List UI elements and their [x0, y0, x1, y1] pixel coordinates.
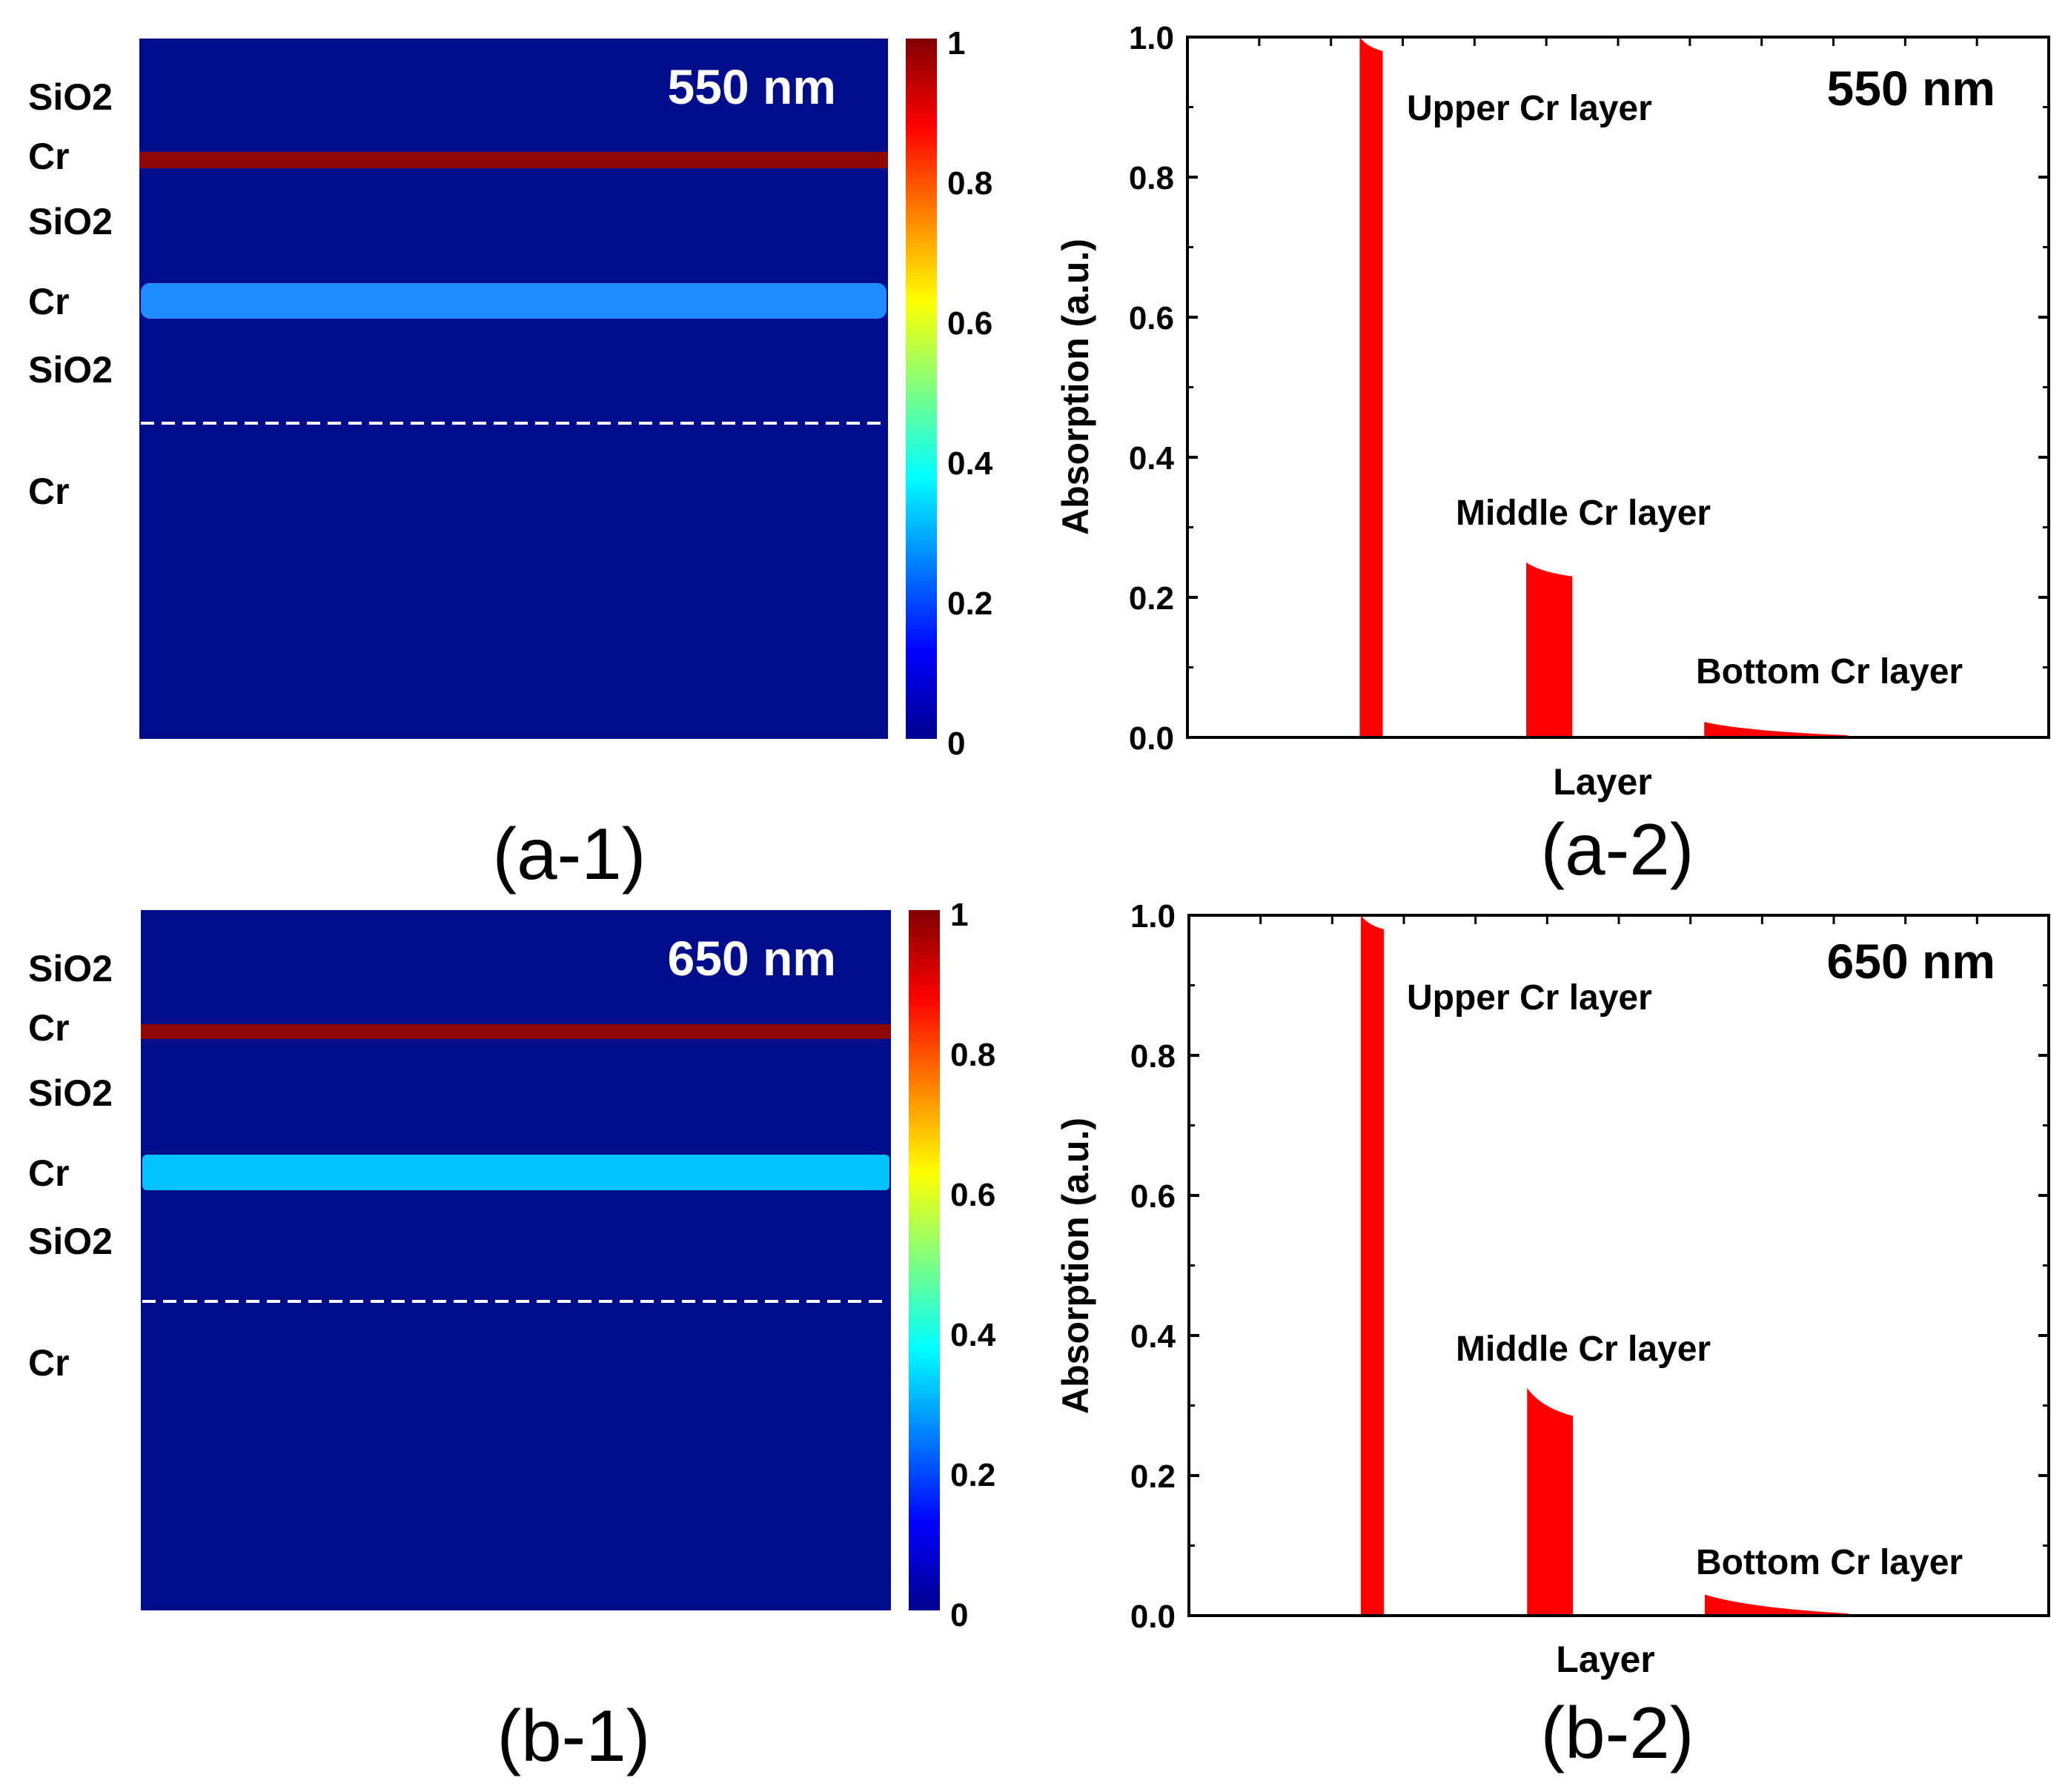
wavelength-annotation: 650 nm [668, 931, 836, 986]
colorbar-tick-label: 0 [950, 1597, 968, 1633]
series-label-bottom: Bottom Cr layer [1696, 652, 1963, 691]
colorbar-tick-label: 0.8 [950, 1037, 995, 1073]
heatmap-band-middle-cr [141, 283, 886, 319]
panel-label: (b-1) [497, 1695, 651, 1776]
y-tick-label: 0.6 [1129, 300, 1174, 336]
colorbar-tick-label: 0.6 [950, 1177, 995, 1213]
colorbar-tick-label: 0.4 [947, 445, 993, 482]
panel-label: (a-2) [1541, 809, 1694, 890]
absorption-area-upper [1361, 915, 1384, 1616]
heatmap-field [141, 910, 891, 1610]
colorbar-tick-label: 0.8 [947, 165, 992, 202]
colorbar-tick-label: 0.2 [947, 585, 992, 622]
heatmap-band-upper-cr [139, 152, 888, 168]
colorbar-tick-label: 1 [950, 897, 968, 933]
series-label-bottom: Bottom Cr layer [1696, 1543, 1963, 1582]
colorbar-tick-label: 0.2 [950, 1457, 995, 1493]
x-axis-label: Layer [1553, 761, 1651, 803]
y-tick-label: 0.0 [1129, 720, 1174, 757]
panel-b2: Absorption (a.u.) Layer 650 nm Upper Cr … [1055, 898, 2050, 1773]
layer-label: Cr [28, 1152, 70, 1194]
panel-a2: Absorption (a.u.) Layer 550 nm Upper Cr … [1055, 20, 2050, 890]
layer-label: SiO2 [28, 1072, 113, 1114]
absorption-area-bottom [1705, 1594, 1849, 1616]
colorbar [909, 910, 940, 1610]
layer-label: SiO2 [28, 1221, 113, 1262]
heatmap-band-upper-cr [141, 1024, 891, 1039]
absorption-area-middle [1526, 562, 1573, 737]
layer-label: Cr [28, 281, 70, 322]
colorbar-ticks: 0 0.2 0.4 0.6 0.8 1 [950, 897, 996, 1633]
heatmap-field [139, 39, 888, 739]
absorption-area-middle [1527, 1387, 1574, 1616]
y-axis-label: Absorption (a.u.) [1055, 239, 1096, 535]
wavelength-annotation: 550 nm [668, 59, 836, 114]
series-label-upper: Upper Cr layer [1407, 89, 1652, 128]
heatmap-band-middle-cr [142, 1155, 889, 1190]
colorbar-tick-label: 1 [947, 25, 965, 62]
y-tick-label: 0.6 [1130, 1178, 1176, 1215]
series-label-upper: Upper Cr layer [1407, 978, 1652, 1018]
absorption-area-upper [1359, 37, 1383, 737]
colorbar-tick-label: 0.4 [950, 1317, 996, 1353]
y-tick-label: 0.2 [1130, 1459, 1176, 1495]
plot-frame [1186, 36, 2050, 739]
y-tick-label: 0.8 [1130, 1038, 1176, 1075]
y-tick-label: 0.0 [1130, 1599, 1176, 1635]
layer-label: Cr [28, 136, 70, 177]
series-label-middle: Middle Cr layer [1456, 1330, 1711, 1369]
panel-a1: 550 nm SiO2 Cr SiO2 Cr SiO2 Cr 0 0.2 0.4… [28, 25, 993, 895]
wavelength-annotation: 550 nm [1827, 61, 1995, 116]
y-tick-label: 0.4 [1130, 1318, 1176, 1355]
y-tick-label: 0.8 [1129, 160, 1174, 196]
layer-label: Cr [28, 1007, 70, 1049]
panel-b1: 650 nm SiO2 Cr SiO2 Cr SiO2 Cr 0 0.2 0.4… [28, 897, 996, 1776]
panel-label: (a-1) [493, 813, 646, 895]
layer-label: SiO2 [28, 349, 113, 391]
y-tick-label: 0.2 [1129, 580, 1174, 617]
colorbar-tick-label: 0.6 [947, 305, 992, 342]
wavelength-annotation: 650 nm [1827, 934, 1995, 989]
layer-label: Cr [28, 471, 70, 512]
layer-label: SiO2 [28, 201, 113, 242]
absorption-area-bottom [1704, 722, 1848, 737]
colorbar [906, 39, 937, 739]
layer-label: Cr [28, 1342, 70, 1384]
panel-label: (b-2) [1541, 1692, 1694, 1773]
y-tick-label: 1.0 [1130, 898, 1176, 935]
plot-frame [1187, 914, 2050, 1617]
x-axis-label: Layer [1556, 1639, 1654, 1680]
y-tick-label: 0.4 [1129, 440, 1175, 477]
series-label-middle: Middle Cr layer [1456, 494, 1711, 533]
colorbar-tick-label: 0 [947, 726, 965, 762]
y-axis-label: Absorption (a.u.) [1055, 1118, 1096, 1414]
layer-label: SiO2 [28, 948, 113, 989]
y-tick-label: 1.0 [1129, 20, 1174, 56]
colorbar-ticks: 0 0.2 0.4 0.6 0.8 1 [947, 25, 993, 762]
layer-label: SiO2 [28, 76, 113, 118]
